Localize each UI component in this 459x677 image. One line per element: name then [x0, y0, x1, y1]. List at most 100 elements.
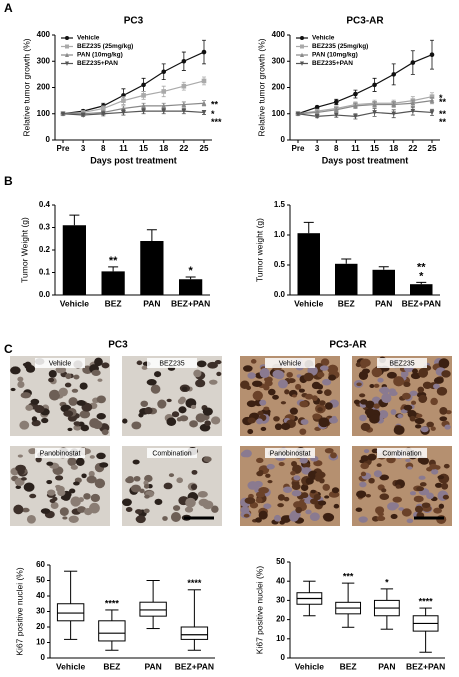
nucleus: [96, 452, 106, 460]
nucleus: [253, 480, 263, 488]
nucleus: [70, 496, 81, 507]
x-tick-label: Pre: [292, 144, 305, 153]
legend-marker: [300, 36, 304, 40]
nucleus: [360, 422, 371, 432]
nucleus: [434, 482, 443, 488]
nucleus: [393, 425, 405, 435]
series-line: [297, 100, 433, 115]
legend-marker: [300, 44, 304, 49]
nucleus: [421, 502, 431, 508]
nucleus: [209, 379, 218, 385]
nucleus: [73, 481, 80, 486]
x-tick-label: BEZ+PAN: [175, 661, 214, 671]
nucleus: [373, 383, 380, 388]
bar: [140, 241, 164, 295]
micrograph-label: BEZ235: [389, 360, 414, 367]
x-tick-label: 8: [101, 144, 106, 153]
marker: [161, 103, 167, 109]
legend-label: PAN (10mg/kg): [312, 52, 358, 59]
error-bar: [341, 258, 352, 264]
nucleus: [63, 410, 74, 417]
nucleus: [69, 488, 76, 494]
nucleus: [34, 405, 45, 413]
nucleus: [255, 517, 262, 523]
nucleus: [324, 402, 333, 410]
x-tick-label: 22: [408, 144, 417, 153]
micrograph: Vehicle: [10, 356, 110, 436]
annotation: **: [109, 255, 118, 267]
nucleus: [246, 400, 257, 408]
nucleus: [29, 493, 37, 499]
annotation: **: [439, 109, 447, 119]
nucleus: [122, 498, 132, 507]
nucleus: [259, 368, 270, 379]
nucleus: [94, 357, 103, 367]
nucleus: [176, 417, 182, 422]
marker: [181, 83, 187, 89]
y-tick-label: 0.3: [39, 223, 51, 232]
nucleus: [202, 500, 214, 510]
nucleus: [390, 409, 397, 415]
y-tick-label: 400: [272, 30, 286, 39]
marker: [372, 110, 377, 116]
y-tick-label: 30: [276, 596, 285, 605]
nucleus: [375, 506, 385, 515]
x-tick-label: PAN: [144, 661, 161, 671]
nucleus: [77, 506, 87, 513]
nucleus: [369, 383, 375, 389]
annotation: ***: [211, 117, 222, 127]
chart-title: PC3: [124, 16, 144, 27]
nucleus: [319, 365, 329, 371]
nucleus: [406, 518, 414, 524]
nucleus: [216, 371, 222, 377]
nucleus: [293, 475, 301, 481]
micrograph-title: PC3-AR: [329, 340, 367, 351]
nucleus: [324, 495, 330, 499]
nucleus: [318, 417, 330, 428]
marker: [161, 69, 167, 75]
nucleus: [25, 364, 36, 373]
nucleus: [302, 462, 311, 469]
box: [139, 601, 167, 617]
nucleus: [377, 377, 384, 383]
marker: [353, 103, 358, 109]
nucleus: [376, 515, 386, 522]
nucleus: [381, 488, 387, 493]
legend-label: PAN (10mg/kg): [77, 52, 123, 59]
nucleus: [127, 476, 134, 481]
bar: [179, 279, 203, 295]
nucleus: [176, 477, 183, 484]
nucleus: [301, 492, 309, 499]
y-axis-label: Tumor Weight (g): [19, 217, 29, 283]
nucleus: [272, 394, 279, 400]
nucleus: [17, 454, 23, 458]
nucleus: [379, 474, 390, 481]
nucleus: [10, 366, 21, 375]
nucleus: [190, 494, 199, 500]
y-tick-label: 50: [36, 576, 45, 585]
nucleus: [260, 426, 267, 432]
y-tick-label: 10: [36, 638, 45, 647]
legend-marker: [300, 52, 304, 57]
nucleus: [403, 381, 411, 387]
x-tick-label: 11: [351, 144, 360, 153]
nucleus: [46, 461, 54, 466]
nucleus: [19, 420, 30, 430]
nucleus: [140, 400, 149, 407]
nucleus: [263, 406, 270, 411]
y-axis-label: Relative tumor growth (%): [256, 38, 266, 136]
legend-marker: [65, 52, 69, 57]
nucleus: [290, 470, 296, 476]
marker: [314, 109, 320, 115]
x-tick-label: BEZ+PAN: [406, 661, 445, 671]
nucleus: [291, 394, 297, 398]
nucleus: [403, 404, 413, 411]
nucleus: [441, 482, 449, 490]
nucleus: [415, 413, 423, 418]
nucleus: [144, 494, 150, 499]
nucleus: [304, 393, 314, 400]
nucleus: [281, 422, 291, 431]
y-axis-label: Tumor weight (g): [254, 218, 264, 282]
nucleus: [295, 506, 303, 514]
series-line: [297, 96, 433, 115]
